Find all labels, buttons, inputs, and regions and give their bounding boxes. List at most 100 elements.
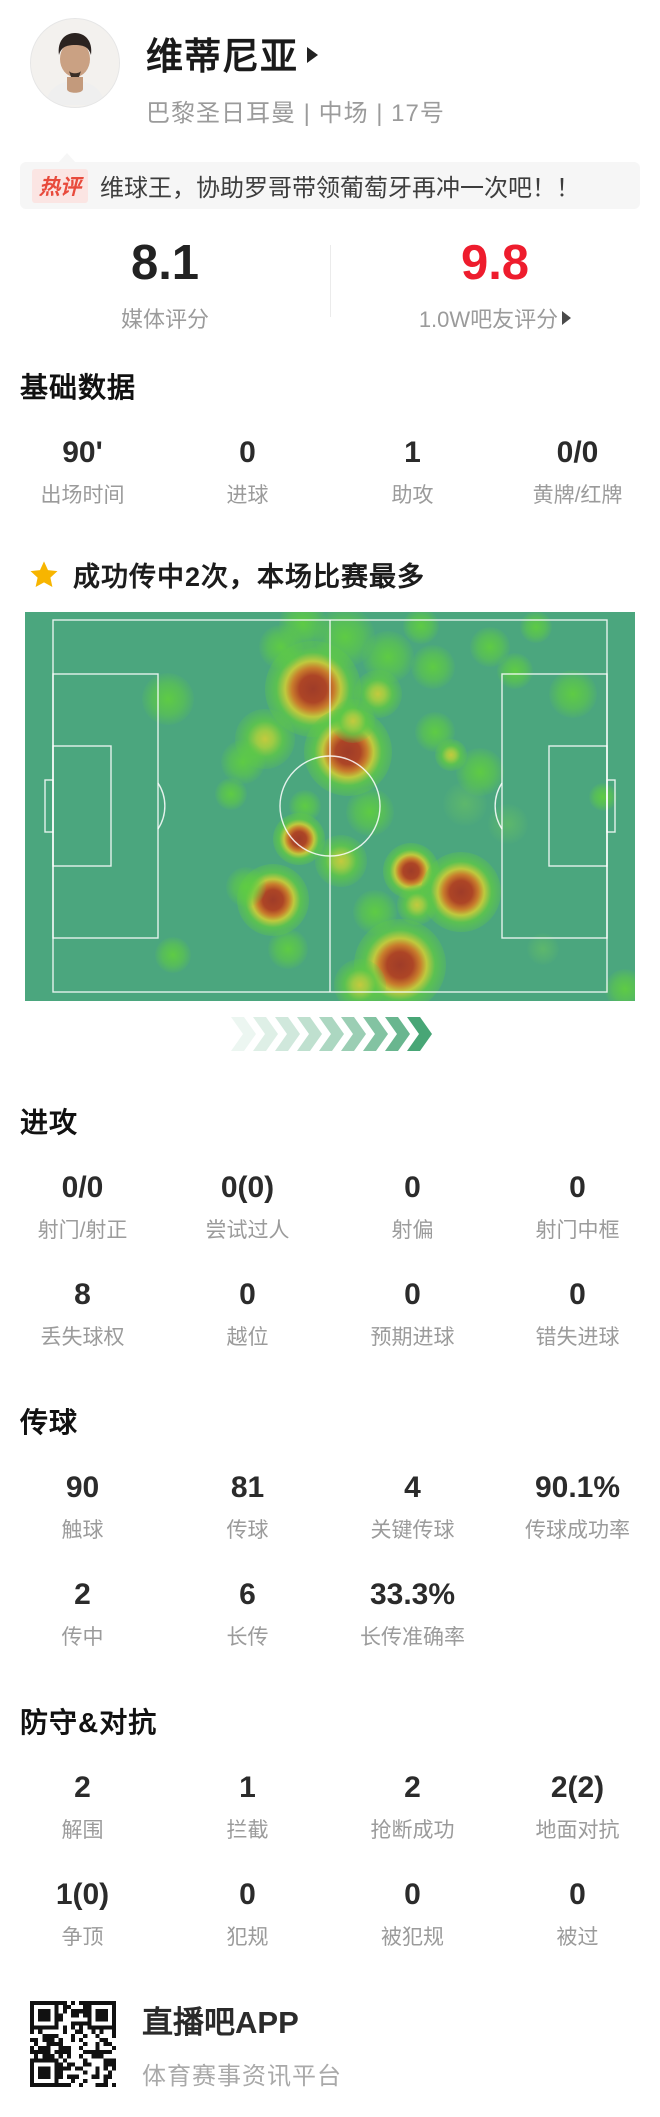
hot-comment-banner[interactable]: 热评 维球王，协助罗哥带领葡萄牙再冲一次吧！！ <box>20 153 640 209</box>
passing-stats-grid: 90 触球 81 传球 4 关键传球 90.1% 传球成功率 2 传中 6 长传 33.3% 长传准确率 <box>0 1473 660 1651</box>
defense-stats-grid: 2 解围 1 拦截 2 抢断成功 2(2) 地面对抗 1(0) 争顶 0 犯规 0 被犯规 0 被过 <box>0 1773 660 1951</box>
player-header: 维蒂尼亚 巴黎圣日耳曼 | 中场 | 17号 <box>0 18 660 128</box>
stat-cell: 0 射门中框 <box>495 1173 660 1244</box>
section-attack-title: 进攻 <box>20 1107 79 1138</box>
stat-label: 抢断成功 <box>370 1819 455 1842</box>
stat-value: 0(0) <box>220 1171 275 1204</box>
stat-cell: 1(0) 争顶 <box>0 1880 165 1951</box>
stat-label: 射门中框 <box>535 1219 620 1242</box>
heat-blob <box>226 867 266 907</box>
stat-value: 0 <box>404 1171 421 1204</box>
app-tagline: 体育赛事资讯平台 <box>142 2063 342 2090</box>
heat-blob <box>421 852 501 932</box>
heat-blob <box>334 959 386 1001</box>
stat-value: 8 <box>74 1278 91 1311</box>
heatmap-field <box>25 612 635 1001</box>
stat-value: 2 <box>74 1771 91 1804</box>
stat-value: 90.1% <box>534 1471 621 1504</box>
stat-value: 6 <box>239 1578 256 1611</box>
heat-blob <box>411 645 455 689</box>
name-arrow-icon <box>307 47 318 63</box>
chevron-icon <box>385 1017 410 1051</box>
stat-value: 0 <box>404 1278 421 1311</box>
fan-rating-label: 1.0W吧友评分 <box>330 302 660 334</box>
heat-blob <box>259 625 303 669</box>
stat-value: 1 <box>404 436 421 469</box>
stat-value: 0 <box>404 1878 421 1911</box>
stat-cell: 6 长传 <box>165 1580 330 1651</box>
attack-stats-grid: 0/0 射门/射正 0(0) 尝试过人 0 射偏 0 射门中框 8 丢失球权 0 越位 0 预期进球 0 错失… <box>0 1173 660 1351</box>
heat-blob <box>142 673 194 725</box>
stat-cell: 2 抢断成功 <box>330 1773 495 1844</box>
stat-cell: 33.3% 长传准确率 <box>330 1580 495 1651</box>
fan-rating-value: 9.8 <box>460 236 530 290</box>
stat-label: 拦截 <box>226 1819 269 1842</box>
media-rating-label: 媒体评分 <box>120 307 209 332</box>
stat-value: 2(2) <box>550 1771 605 1804</box>
heat-blob <box>268 929 308 969</box>
chevron-icon <box>231 1017 256 1051</box>
heat-blob <box>315 835 367 887</box>
stat-cell: 2 传中 <box>0 1580 165 1651</box>
stat-label: 解围 <box>61 1819 104 1842</box>
match-highlight: 成功传中2次，本场比赛最多 <box>28 555 632 594</box>
player-avatar[interactable] <box>30 18 120 108</box>
stat-value: 1 <box>239 1771 256 1804</box>
stat-label: 错失进球 <box>535 1326 620 1349</box>
stat-cell: 2 解围 <box>0 1773 165 1844</box>
stat-cell: 4 关键传球 <box>330 1473 495 1544</box>
stat-cell: 0 错失进球 <box>495 1280 660 1351</box>
stat-value: 90' <box>62 436 103 469</box>
section-basic-title: 基础数据 <box>20 372 137 403</box>
stat-label: 射门/射正 <box>37 1219 128 1242</box>
stat-value: 2 <box>74 1578 91 1611</box>
heat-blob <box>488 804 528 844</box>
heat-blob <box>497 653 533 689</box>
stat-cell: 8 丢失球权 <box>0 1280 165 1351</box>
stat-cell: 1 拦截 <box>165 1773 330 1844</box>
heat-blob <box>397 885 437 925</box>
stat-value: 0/0 <box>556 436 599 469</box>
qr-code <box>30 2001 116 2087</box>
stat-label: 被犯规 <box>381 1926 444 1949</box>
stat-cell: 0 进球 <box>165 438 330 509</box>
heat-blob <box>589 783 617 811</box>
fan-rating[interactable]: 9.8 1.0W吧友评分 <box>330 239 660 334</box>
heat-blob <box>549 670 597 718</box>
stat-value: 2 <box>404 1771 421 1804</box>
stat-value: 0 <box>569 1878 586 1911</box>
stat-value: 0 <box>239 436 256 469</box>
stat-value: 33.3% <box>369 1578 456 1611</box>
chevron-icon <box>319 1017 344 1051</box>
stat-label: 出场时间 <box>40 484 125 507</box>
chevron-icon <box>363 1017 388 1051</box>
stat-label: 越位 <box>226 1326 269 1349</box>
hot-comment-text: 维球王，协助罗哥带领葡萄牙再冲一次吧！！ <box>100 175 580 202</box>
stat-value: 4 <box>404 1471 421 1504</box>
stat-value: 0 <box>239 1278 256 1311</box>
stat-cell: 1 助攻 <box>330 438 495 509</box>
heat-blob <box>605 969 635 1001</box>
chevron-icon <box>407 1017 432 1051</box>
stat-value: 0 <box>569 1278 586 1311</box>
fan-rating-arrow-icon <box>562 311 572 325</box>
stat-cell: 0(0) 尝试过人 <box>165 1173 330 1244</box>
ratings-row: 8.1 媒体评分 9.8 1.0W吧友评分 <box>0 239 660 334</box>
player-name-row[interactable]: 维蒂尼亚 <box>146 26 445 80</box>
stat-value: 0/0 <box>61 1171 104 1204</box>
star-icon <box>30 560 58 587</box>
heat-blob <box>456 748 504 796</box>
stat-cell: 0 被犯规 <box>330 1880 495 1951</box>
fan-rating-label-text: 1.0W吧友评分 <box>418 307 559 332</box>
media-rating: 8.1 媒体评分 <box>0 239 330 334</box>
stat-cell: 90 触球 <box>0 1473 165 1544</box>
section-basic: 基础数据 90' 出场时间 0 进球 1 助攻 0/0 黄牌/红牌 <box>0 366 660 509</box>
stat-value: 90 <box>65 1471 100 1504</box>
heat-blob <box>215 778 247 810</box>
media-rating-value: 8.1 <box>130 236 200 290</box>
stat-label: 长传 <box>226 1626 269 1649</box>
section-passing-title: 传球 <box>20 1407 79 1438</box>
stat-label: 长传准确率 <box>360 1626 465 1649</box>
stat-cell: 0 射偏 <box>330 1173 495 1244</box>
